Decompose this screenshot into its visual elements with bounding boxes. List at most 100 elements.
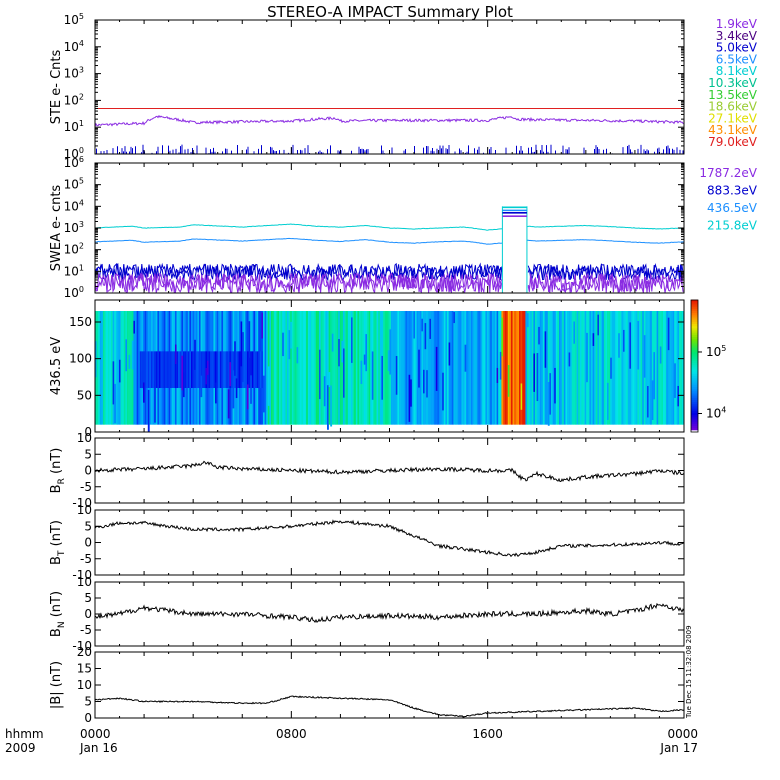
spectrogram-column xyxy=(568,311,571,425)
spectrogram-streak xyxy=(637,320,640,370)
spectrogram-streak xyxy=(331,333,334,352)
spectrogram-streak xyxy=(183,372,185,398)
spectrogram-streak xyxy=(247,384,249,410)
spectrogram-column xyxy=(307,311,310,425)
spectrogram-column xyxy=(615,311,617,425)
spectrogram-column xyxy=(349,311,352,425)
spectrogram-column xyxy=(272,311,275,425)
spectrogram-streak xyxy=(363,354,366,365)
spectrogram-patch xyxy=(154,351,157,388)
spectrogram-patch xyxy=(203,351,206,388)
spectrogram-column xyxy=(402,311,405,425)
spectrogram-column xyxy=(384,311,387,425)
y-axis-label-sub: N xyxy=(57,621,67,628)
spectrogram-column xyxy=(275,311,278,425)
colorbar-cell xyxy=(691,340,698,344)
y-tick-label: -5 xyxy=(80,552,92,566)
spectrogram-column xyxy=(136,311,139,425)
spectrogram-column xyxy=(114,311,117,425)
spectrogram-streak xyxy=(554,367,557,404)
spectrogram-column xyxy=(453,311,456,425)
spectrogram-column xyxy=(551,311,553,425)
spectrogram-column xyxy=(327,311,329,425)
y-axis-label: BR (nT) xyxy=(49,448,67,494)
spectrogram-patch xyxy=(224,351,227,388)
spectrogram-patch xyxy=(237,351,240,388)
colorbar-cell xyxy=(691,388,698,392)
spectrogram-column xyxy=(616,311,619,425)
spectrogram-streak xyxy=(413,311,416,339)
spectrogram-column xyxy=(424,311,427,425)
spectrogram-column xyxy=(447,311,449,425)
spectrogram-column xyxy=(527,311,529,425)
spectrogram-column xyxy=(330,311,333,425)
spectrogram-column xyxy=(451,311,454,425)
spectrogram-column xyxy=(351,311,353,425)
chart-title: STEREO-A IMPACT Summary Plot xyxy=(267,3,513,21)
colorbar-cell xyxy=(691,349,698,353)
spectrogram-column xyxy=(651,311,654,425)
y-tick-label: 150 xyxy=(69,315,92,329)
colorbar-cell xyxy=(691,321,698,324)
spectrogram-column xyxy=(397,311,400,425)
spectrogram-column xyxy=(472,311,475,425)
spectrogram-column xyxy=(290,311,293,425)
spectrogram-column xyxy=(283,311,286,425)
spectrogram-column xyxy=(491,311,494,425)
spectrogram-column xyxy=(578,311,581,425)
spectrogram-column xyxy=(347,311,350,425)
spectrogram-column xyxy=(520,311,523,425)
colorbar-cell xyxy=(691,319,698,322)
spectrogram-streak xyxy=(328,372,331,388)
spectrogram-column xyxy=(679,311,681,425)
spectrogram-column xyxy=(477,311,480,425)
spectrogram-column xyxy=(138,311,141,425)
spectrogram-column xyxy=(645,311,648,425)
spectrogram-column xyxy=(115,311,118,425)
spectrogram-patch xyxy=(167,351,169,388)
spectrogram-column xyxy=(565,311,568,425)
spectrogram-column xyxy=(539,311,542,425)
y-tick-label: -10 xyxy=(72,639,92,653)
colorbar-cell xyxy=(691,414,698,418)
spectrogram-column xyxy=(104,311,107,425)
spectrogram-column xyxy=(549,311,552,425)
y-tick-exp: 2 xyxy=(79,242,84,251)
spectrogram-column xyxy=(363,311,366,425)
y-tick-label: 10 xyxy=(77,503,92,517)
spectrogram-column xyxy=(271,311,273,425)
series-215.8eV xyxy=(95,223,684,231)
spectrogram-column xyxy=(288,311,291,425)
spectrogram-column xyxy=(482,311,485,425)
spectrogram-streak xyxy=(119,359,121,383)
spectrogram-column xyxy=(547,311,550,425)
spectrogram-column xyxy=(607,311,609,425)
y-axis-label: SWEA e- cnts xyxy=(49,185,64,272)
spectrogram-streak xyxy=(651,380,654,421)
spectrogram-column xyxy=(315,311,318,425)
spectrogram-patch xyxy=(160,351,163,388)
y-tick-exp: 2 xyxy=(79,92,84,101)
y-tick-label: 100 xyxy=(64,285,84,300)
spectrogram-column xyxy=(475,311,478,425)
spectrogram-column xyxy=(599,311,601,425)
spectrogram-column xyxy=(127,311,129,425)
spectrogram-column xyxy=(512,311,515,425)
spectrogram-patch xyxy=(171,351,174,388)
spectrogram-column xyxy=(311,311,313,425)
spectrogram-streak xyxy=(261,312,264,339)
spectrogram-column xyxy=(264,311,267,425)
colorbar-cell xyxy=(691,306,698,309)
spectrogram-column xyxy=(618,311,621,425)
spectrogram-streak xyxy=(423,369,425,394)
spectrogram-column xyxy=(317,311,320,425)
spectrogram-streak xyxy=(234,341,237,376)
spectrogram-column xyxy=(370,311,373,425)
spectrogram-column xyxy=(379,311,382,425)
spectrogram-column xyxy=(376,311,379,425)
spectrogram-column xyxy=(605,311,608,425)
spectrogram-column xyxy=(671,311,673,425)
spectrogram-streak xyxy=(267,366,270,406)
spectrogram-patch xyxy=(226,351,229,388)
colorbar-cell xyxy=(691,427,698,431)
